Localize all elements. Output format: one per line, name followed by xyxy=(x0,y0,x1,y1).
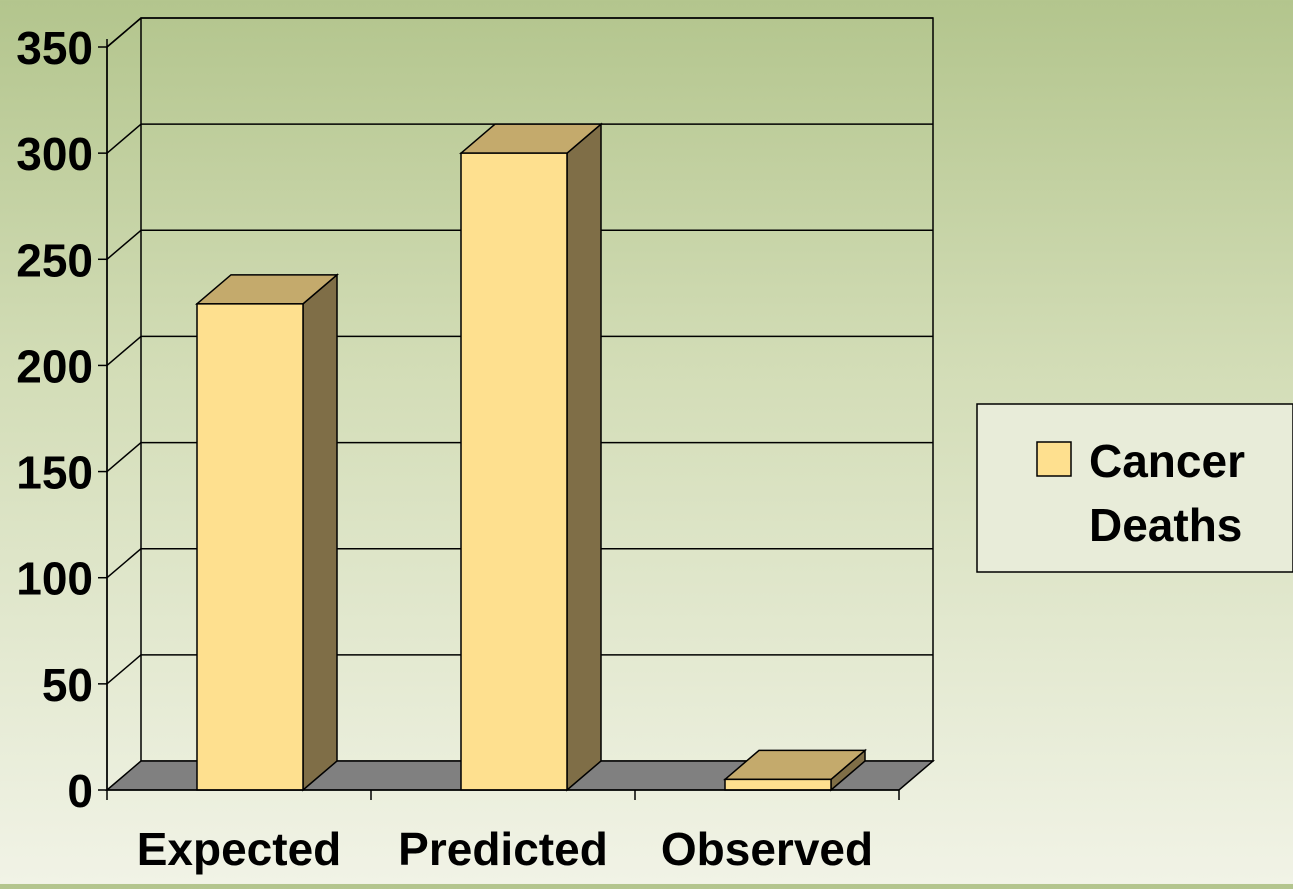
legend-swatch xyxy=(1036,441,1072,477)
bar-expected xyxy=(194,273,340,792)
legend-box xyxy=(976,403,1293,573)
y-tick-label: 200 xyxy=(16,340,93,392)
y-tick-label: 350 xyxy=(16,22,93,74)
gridline-side xyxy=(106,123,142,154)
bar-observed xyxy=(722,748,868,792)
legend-label: Deaths xyxy=(1089,499,1242,551)
bar-series xyxy=(194,122,868,792)
legend-label: Cancer xyxy=(1089,435,1245,487)
x-tick-label: Predicted xyxy=(398,823,608,875)
bar-side-face xyxy=(566,122,602,792)
bar-front-face xyxy=(460,152,568,791)
gridline-side xyxy=(106,548,142,579)
gridline-side xyxy=(106,335,142,366)
legend: Cancer Deaths xyxy=(976,403,1293,573)
bar-side-face xyxy=(302,273,338,792)
y-tick-labels: 0 50 100 150 200 250 300 350 xyxy=(16,22,93,817)
chart-axes xyxy=(98,39,900,800)
y-tick-label: 50 xyxy=(42,659,93,711)
bar-front-face xyxy=(196,303,304,791)
y-tick-label: 250 xyxy=(16,234,93,286)
bar-front-face xyxy=(724,778,832,791)
gridline-side xyxy=(106,17,142,48)
gridline-side xyxy=(106,442,142,473)
bar-predicted xyxy=(458,122,604,792)
y-tick-label: 150 xyxy=(16,447,93,499)
gridline-side xyxy=(106,229,142,260)
y-tick-label: 300 xyxy=(16,128,93,180)
gridline-side xyxy=(106,654,142,685)
y-tick-label: 0 xyxy=(67,765,93,817)
x-tick-label: Expected xyxy=(137,823,342,875)
y-tick-label: 100 xyxy=(16,553,93,605)
x-tick-labels: Expected Predicted Observed xyxy=(137,823,873,875)
x-tick-label: Observed xyxy=(661,823,873,875)
